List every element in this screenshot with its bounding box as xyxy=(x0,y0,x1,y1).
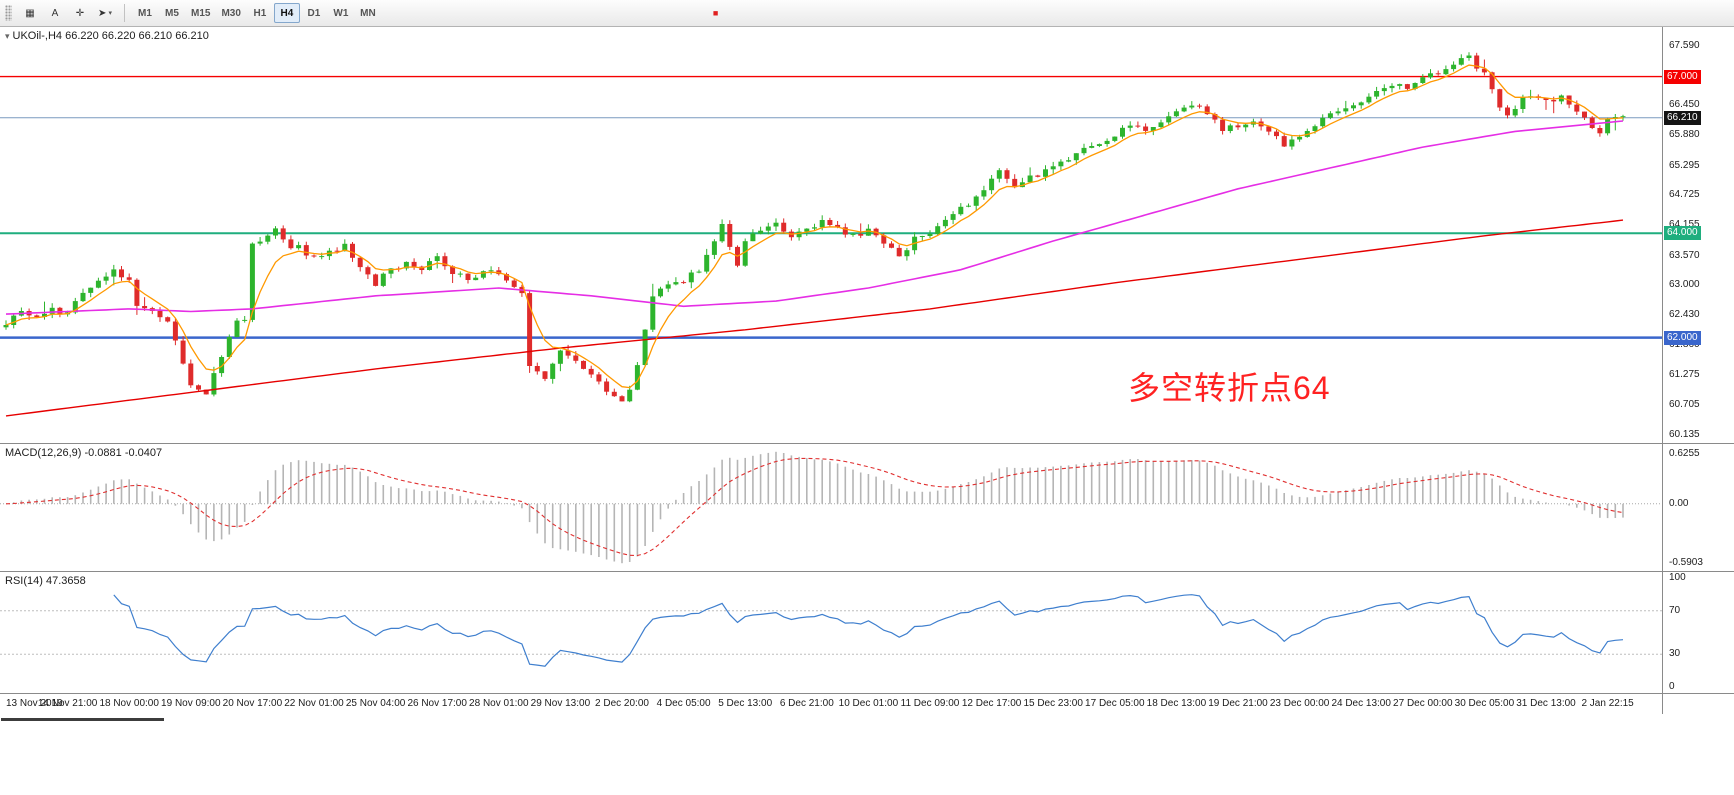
toolbar-grip[interactable] xyxy=(5,5,12,21)
time-label: 28 Nov 01:00 xyxy=(469,698,529,709)
axis-tick: 66.450 xyxy=(1669,99,1700,111)
timeframe-button-group: M1 M5 M15 M30 H1 H4 D1 W1 MN xyxy=(132,3,381,23)
time-label: 10 Dec 01:00 xyxy=(838,698,899,709)
axis-tick: 0.6255 xyxy=(1669,448,1700,459)
time-label: 12 Dec 17:00 xyxy=(961,698,1022,709)
cursor-tool-button[interactable]: ➤ ▾ xyxy=(98,7,112,19)
time-label: 18 Dec 13:00 xyxy=(1146,698,1207,709)
bottom-strip xyxy=(0,718,1734,795)
crosshair-button[interactable]: ✛ xyxy=(75,7,85,19)
time-label: 2 Dec 20:00 xyxy=(595,698,649,709)
time-label: 22 Nov 01:00 xyxy=(284,698,344,709)
time-label: 26 Nov 17:00 xyxy=(407,698,467,709)
axis-tick: 64.155 xyxy=(1669,219,1700,231)
time-label: 15 Dec 23:00 xyxy=(1023,698,1083,709)
chart-title: ▾ UKOil-,H4 66.220 66.220 66.210 66.210 xyxy=(5,30,209,42)
chart-window: ▾ UKOil-,H4 66.220 66.220 66.210 66.210 多… xyxy=(0,27,1734,795)
toolbar-separator xyxy=(124,4,125,22)
collapse-chart-icon[interactable]: ▾ xyxy=(5,31,10,41)
time-label: 31 Dec 13:00 xyxy=(1516,698,1576,709)
time-label: 11 Dec 09:00 xyxy=(900,698,960,709)
axis-tick: 0 xyxy=(1669,681,1675,692)
macd-plot[interactable]: MACD(12,26,9) -0.0881 -0.0407 xyxy=(0,444,1662,571)
timeframe-d1-button[interactable]: D1 xyxy=(307,7,321,19)
axis-tick: 64.725 xyxy=(1669,189,1700,201)
tool-button-group: ▦ A ✛ ➤ ▾ xyxy=(18,3,117,23)
timeframe-h1-button[interactable]: H1 xyxy=(253,7,267,19)
horizontal-scrollbar-thumb[interactable] xyxy=(1,718,164,721)
timeframe-m30-button[interactable]: M30 xyxy=(221,7,241,19)
timeframe-m5-button[interactable]: M5 xyxy=(165,7,179,19)
time-axis-row: 13 Nov 2019 14 Nov 21:00 18 Nov 00:00 19 No… xyxy=(0,693,1734,714)
time-label: 23 Dec 00:00 xyxy=(1269,698,1330,709)
price-badge: 62.000 xyxy=(1664,330,1701,345)
red-marker-icon[interactable]: ■ xyxy=(712,7,719,18)
time-label: 6 Dec 21:00 xyxy=(779,698,834,709)
time-label: 14 Nov 21:00 xyxy=(37,698,98,709)
price-scale[interactable]: 67.590 66.450 65.880 65.295 64.725 64.155 63.5… xyxy=(1662,27,1734,443)
time-label: 20 Nov 17:00 xyxy=(222,698,283,709)
axis-tick: 0.00 xyxy=(1669,497,1689,509)
annotate-text-button[interactable]: A xyxy=(51,7,59,19)
time-label: 19 Nov 09:00 xyxy=(161,698,221,709)
time-axis-corner xyxy=(1662,694,1734,714)
timeframe-m1-button[interactable]: M1 xyxy=(138,7,152,19)
time-label: 4 Dec 05:00 xyxy=(656,698,711,709)
toolbar: ▦ A ✛ ➤ ▾ M1 M5 M15 M30 H1 H4 D1 W1 MN ■ xyxy=(0,0,1734,27)
axis-tick: 60.135 xyxy=(1669,428,1700,440)
axis-tick: 63.570 xyxy=(1669,249,1700,261)
time-label: 29 Nov 13:00 xyxy=(530,698,591,709)
time-label: 30 Dec 05:00 xyxy=(1454,698,1515,709)
price-badge: 64.000 xyxy=(1664,226,1701,241)
time-label: 19 Dec 21:00 xyxy=(1208,698,1268,709)
macd-chart[interactable] xyxy=(0,444,1662,571)
time-label: 24 Dec 13:00 xyxy=(1331,698,1391,709)
rsi-scale[interactable]: 100 70 30 0 xyxy=(1662,572,1734,693)
time-label: 18 Nov 00:00 xyxy=(99,698,159,709)
timeframe-h4-button[interactable]: H4 xyxy=(273,3,300,23)
charts-grid-button[interactable]: ▦ xyxy=(25,7,35,19)
main-panel: ▾ UKOil-,H4 66.220 66.220 66.210 66.210 多… xyxy=(0,27,1734,443)
time-label: 2 Jan 22:15 xyxy=(1581,698,1634,709)
candlestick-chart[interactable] xyxy=(0,27,1662,443)
axis-tick: 65.295 xyxy=(1669,159,1700,171)
time-label: 27 Dec 00:00 xyxy=(1393,698,1453,709)
axis-tick: 61.275 xyxy=(1669,369,1700,381)
price-badge: 66.210 xyxy=(1664,110,1701,125)
axis-tick: 62.430 xyxy=(1669,309,1700,321)
price-badge: 67.000 xyxy=(1664,69,1701,84)
time-label: 17 Dec 05:00 xyxy=(1085,698,1145,709)
axis-tick: 100 xyxy=(1669,572,1686,583)
rsi-title: RSI(14) 47.3658 xyxy=(5,575,86,587)
axis-tick: 60.705 xyxy=(1669,399,1700,411)
rsi-plot[interactable]: RSI(14) 47.3658 xyxy=(0,572,1662,693)
axis-tick: 67.590 xyxy=(1669,39,1700,51)
macd-scale[interactable]: 0.6255 0.00 -0.5903 xyxy=(1662,444,1734,571)
symbol-ohlc-label: UKOil-,H4 66.220 66.220 66.210 66.210 xyxy=(12,30,209,42)
axis-tick: 65.880 xyxy=(1669,129,1700,141)
macd-panel: MACD(12,26,9) -0.0881 -0.0407 0.6255 0.00… xyxy=(0,443,1734,571)
time-label: 5 Dec 13:00 xyxy=(718,698,773,709)
time-scale[interactable]: 13 Nov 2019 14 Nov 21:00 18 Nov 00:00 19 No… xyxy=(0,694,1662,714)
axis-tick: 70 xyxy=(1669,604,1681,616)
timeframe-m15-button[interactable]: M15 xyxy=(191,7,211,19)
time-label: 13 Nov 2019 xyxy=(6,698,63,709)
axis-tick: 30 xyxy=(1669,648,1681,660)
dropdown-caret-icon: ▾ xyxy=(108,10,112,17)
timeframe-mn-button[interactable]: MN xyxy=(360,7,376,19)
axis-tick: 63.000 xyxy=(1669,279,1700,291)
time-label: 25 Nov 04:00 xyxy=(345,698,406,709)
macd-title: MACD(12,26,9) -0.0881 -0.0407 xyxy=(5,447,163,459)
rsi-panel: RSI(14) 47.3658 100 70 30 0 xyxy=(0,571,1734,693)
axis-tick: -0.5903 xyxy=(1669,557,1703,568)
timeframe-w1-button[interactable]: W1 xyxy=(333,7,349,19)
main-chart-plot[interactable]: ▾ UKOil-,H4 66.220 66.220 66.210 66.210 多… xyxy=(0,27,1662,443)
rsi-chart[interactable] xyxy=(0,572,1662,693)
chart-text-annotation[interactable]: 多空转折点64 xyxy=(1128,370,1331,406)
